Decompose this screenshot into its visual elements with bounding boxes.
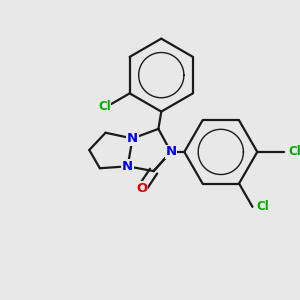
Text: Cl: Cl: [288, 146, 300, 158]
Text: Cl: Cl: [256, 200, 269, 213]
Text: Cl: Cl: [98, 100, 111, 113]
Text: N: N: [127, 132, 138, 145]
Text: N: N: [165, 146, 176, 158]
Text: N: N: [122, 160, 133, 173]
Text: O: O: [136, 182, 148, 195]
